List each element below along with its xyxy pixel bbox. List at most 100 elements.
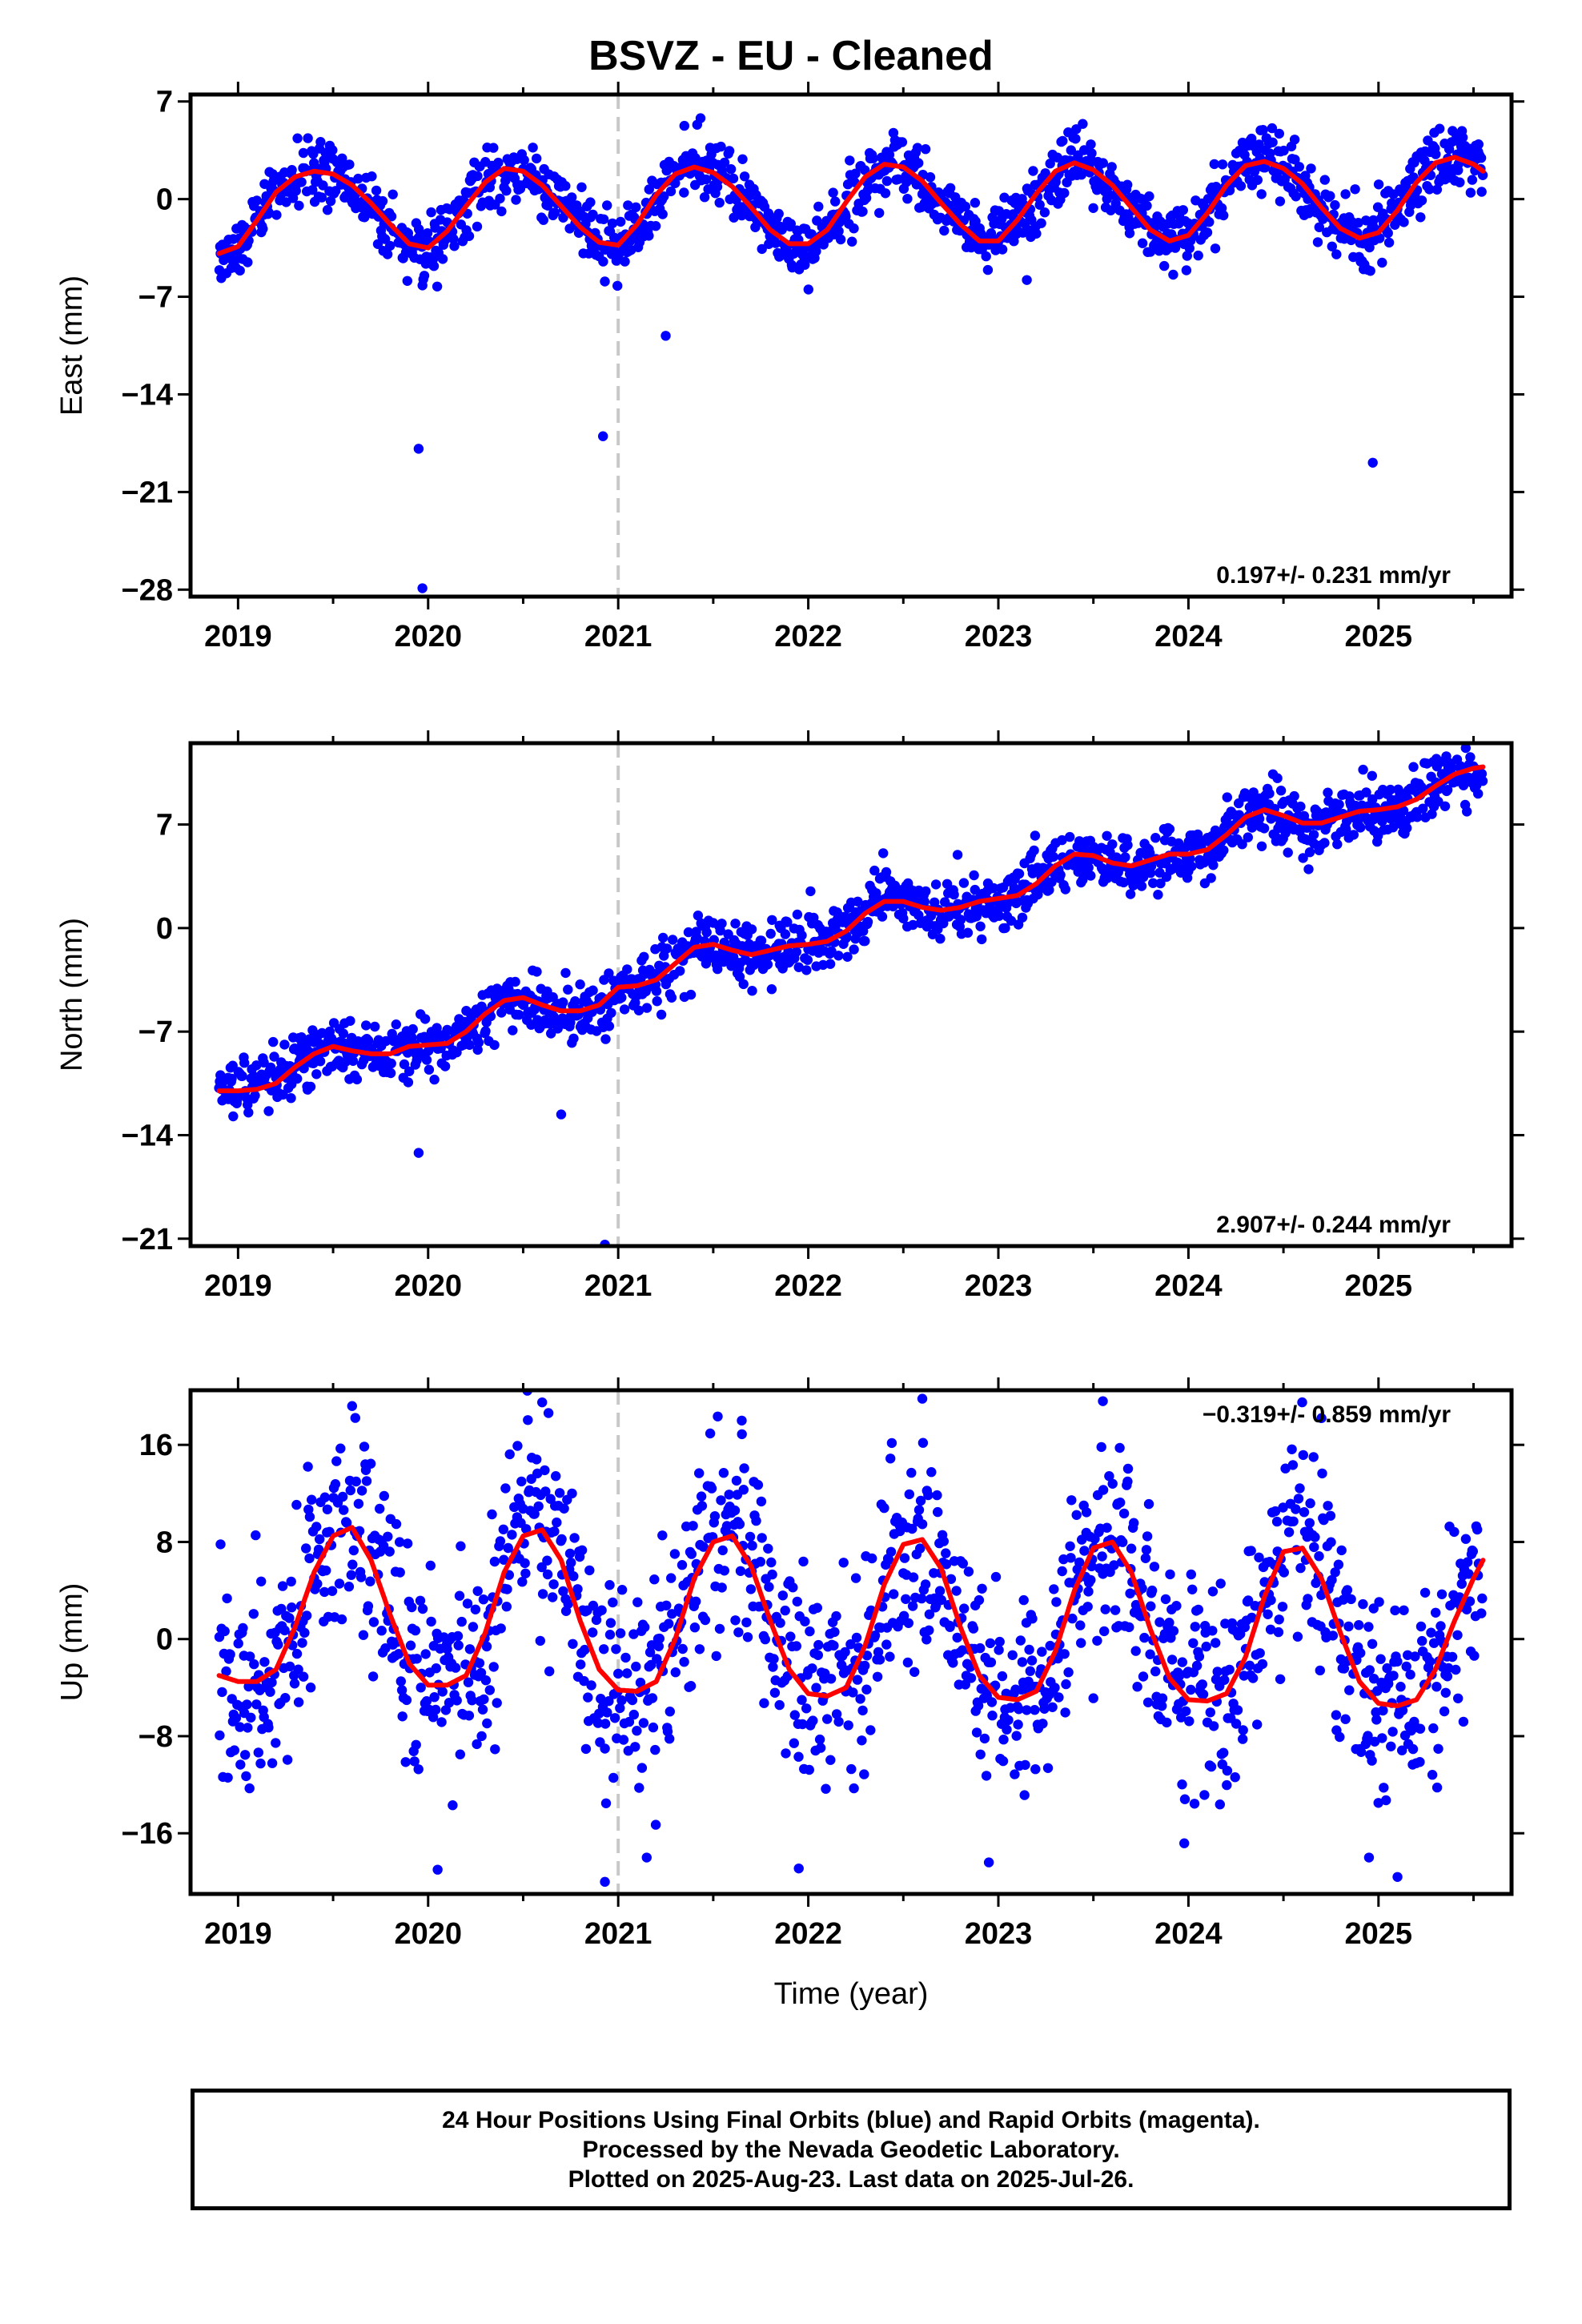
data-point	[336, 1614, 347, 1625]
data-point	[701, 174, 712, 185]
data-point	[632, 1726, 642, 1736]
data-point	[1130, 1646, 1141, 1656]
x-tick-label: 2021	[584, 1269, 652, 1303]
data-point	[1142, 200, 1152, 211]
data-point	[721, 1521, 733, 1531]
data-point	[596, 1694, 606, 1704]
data-point	[665, 1734, 675, 1744]
data-point	[670, 178, 681, 188]
data-point	[1377, 257, 1387, 268]
data-point	[269, 1051, 279, 1062]
data-point	[1168, 1626, 1179, 1636]
data-point	[235, 1722, 245, 1732]
data-point	[1219, 1747, 1229, 1758]
data-point	[1102, 830, 1112, 842]
data-point	[361, 1020, 371, 1031]
data-point	[1442, 1671, 1453, 1682]
data-point	[242, 1699, 252, 1710]
data-point	[1266, 1594, 1276, 1606]
data-point	[363, 1035, 374, 1046]
data-point	[986, 1657, 997, 1667]
data-point	[304, 1511, 315, 1522]
data-point	[583, 1692, 593, 1703]
data-point	[267, 1677, 277, 1688]
y-tick-label: −7	[139, 1015, 173, 1049]
y-tick-label: −21	[122, 1223, 173, 1256]
data-point	[1000, 923, 1010, 934]
data-point	[519, 155, 529, 166]
data-point	[482, 1718, 492, 1729]
y-axis-title: North (mm)	[55, 918, 89, 1072]
data-point	[345, 1485, 355, 1496]
outlier-point	[737, 1415, 747, 1426]
data-point	[1348, 830, 1359, 840]
data-point	[639, 951, 649, 963]
data-point	[315, 1534, 325, 1545]
data-point	[529, 1509, 540, 1519]
data-point	[327, 145, 338, 155]
data-point	[700, 1614, 711, 1626]
data-point	[402, 275, 412, 286]
data-point	[263, 1106, 274, 1116]
data-point	[311, 1522, 322, 1532]
data-point	[1100, 1604, 1110, 1614]
data-point	[1401, 1661, 1411, 1672]
data-point	[899, 1553, 910, 1563]
data-point	[1294, 162, 1305, 172]
data-point	[1323, 787, 1333, 798]
data-point	[1369, 1736, 1380, 1747]
data-point	[641, 1003, 652, 1013]
data-point	[952, 1632, 962, 1643]
data-point	[478, 1594, 489, 1605]
data-point	[347, 1559, 358, 1570]
data-point	[421, 1696, 432, 1707]
data-point	[1270, 1506, 1281, 1517]
data-point	[500, 1483, 511, 1494]
data-point	[1267, 137, 1278, 147]
data-point	[1181, 265, 1192, 275]
data-point	[725, 164, 737, 175]
data-point	[1265, 1624, 1276, 1635]
data-point	[341, 1518, 352, 1528]
data-point	[1199, 1790, 1210, 1800]
data-point	[1287, 1460, 1299, 1470]
data-point	[399, 1059, 410, 1070]
data-point	[1293, 1494, 1304, 1504]
data-point	[945, 183, 956, 193]
data-point	[933, 1506, 943, 1518]
data-point	[1435, 123, 1445, 134]
data-point	[1086, 1574, 1096, 1586]
data-point	[535, 1635, 545, 1647]
data-point	[711, 1651, 721, 1662]
data-point	[1304, 847, 1315, 858]
data-point	[667, 1609, 677, 1619]
data-point	[315, 1056, 326, 1067]
model-fit-line	[216, 155, 1486, 256]
data-point	[1254, 139, 1264, 150]
data-point	[1257, 1659, 1268, 1670]
data-point	[227, 1073, 237, 1084]
data-point	[426, 207, 436, 218]
data-point	[1473, 139, 1484, 150]
data-point	[235, 265, 245, 276]
data-point	[729, 212, 739, 223]
data-point	[1256, 189, 1267, 199]
data-point	[1244, 1660, 1255, 1671]
data-point	[584, 1565, 595, 1576]
data-point	[383, 1531, 393, 1542]
data-point	[699, 192, 710, 203]
data-point	[1057, 834, 1067, 846]
data-point	[753, 1480, 764, 1490]
data-point	[735, 1566, 746, 1577]
data-point	[503, 1542, 513, 1554]
data-point	[225, 1649, 235, 1660]
data-point	[889, 1589, 899, 1599]
data-point	[258, 223, 268, 234]
data-point	[661, 943, 673, 954]
data-point	[1331, 1710, 1342, 1720]
data-point	[1177, 1657, 1188, 1667]
data-point	[830, 196, 841, 207]
data-point	[359, 1441, 370, 1452]
data-point	[1125, 1588, 1135, 1599]
data-point	[1465, 187, 1476, 198]
